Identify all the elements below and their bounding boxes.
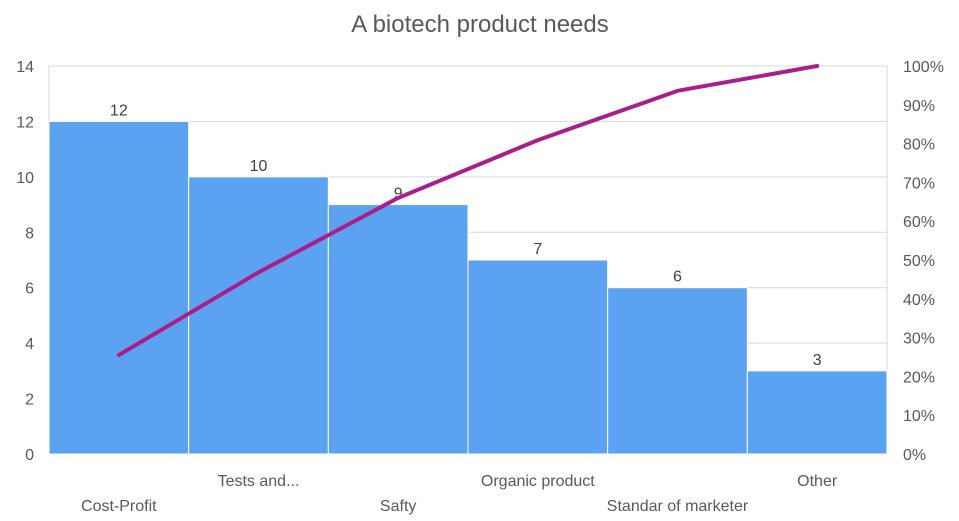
bar <box>467 259 609 455</box>
category-label: Cost-Profit <box>81 498 157 515</box>
y2-tick-label: 30% <box>903 331 935 348</box>
category-label: Organic product <box>481 473 595 490</box>
cumulative-line <box>116 64 820 358</box>
category-label: Standar of marketer <box>607 498 749 515</box>
bar <box>607 287 748 455</box>
category-label: Tests and... <box>218 473 300 490</box>
y-tick-label: 10 <box>16 170 34 187</box>
y-tick-label: 4 <box>25 336 34 353</box>
bar-data-label: 9 <box>394 186 403 203</box>
y-tick-label: 12 <box>16 114 34 131</box>
y2-tick-label: 60% <box>903 214 935 231</box>
bar-data-labels: 12 10 9 7 6 3 <box>110 102 822 368</box>
bar-data-label: 12 <box>110 102 128 119</box>
category-label: Safty <box>380 498 416 515</box>
bar <box>746 370 888 455</box>
cumulative-line-series <box>116 64 820 358</box>
bar-data-label: 6 <box>673 269 682 286</box>
y-tick-label: 14 <box>16 59 34 76</box>
y-tick-label: 8 <box>25 225 34 242</box>
y-tick-label: 6 <box>25 281 34 298</box>
bar <box>327 204 469 455</box>
bar <box>188 176 329 455</box>
y2-tick-label: 0% <box>903 447 926 464</box>
y2-tick-label: 50% <box>903 253 935 270</box>
y-tick-label: 0 <box>25 447 34 464</box>
bar-data-label: 3 <box>813 352 822 369</box>
y-axis-left: 0 2 4 6 8 10 12 14 <box>16 59 34 464</box>
y2-tick-label: 70% <box>903 175 935 192</box>
chart-title: A biotech product needs <box>351 11 609 38</box>
x-axis-categories: Cost-Profit Tests and... Safty Organic prod… <box>81 473 838 515</box>
y2-tick-label: 80% <box>903 137 935 154</box>
bar-data-label: 7 <box>533 241 542 258</box>
bar-data-label: 10 <box>250 158 268 175</box>
y2-tick-label: 90% <box>903 98 935 115</box>
category-label: Other <box>797 473 838 490</box>
y2-tick-label: 100% <box>903 59 944 76</box>
y2-tick-label: 20% <box>903 369 935 386</box>
y-tick-label: 2 <box>25 392 34 409</box>
bar <box>48 120 190 455</box>
y-axis-right: 0% 10% 20% 30% 40% 50% 60% 70% 80% 90% 100% <box>903 59 944 464</box>
y2-tick-label: 40% <box>903 292 935 309</box>
y2-tick-label: 10% <box>903 408 935 425</box>
bar-series <box>48 120 888 455</box>
